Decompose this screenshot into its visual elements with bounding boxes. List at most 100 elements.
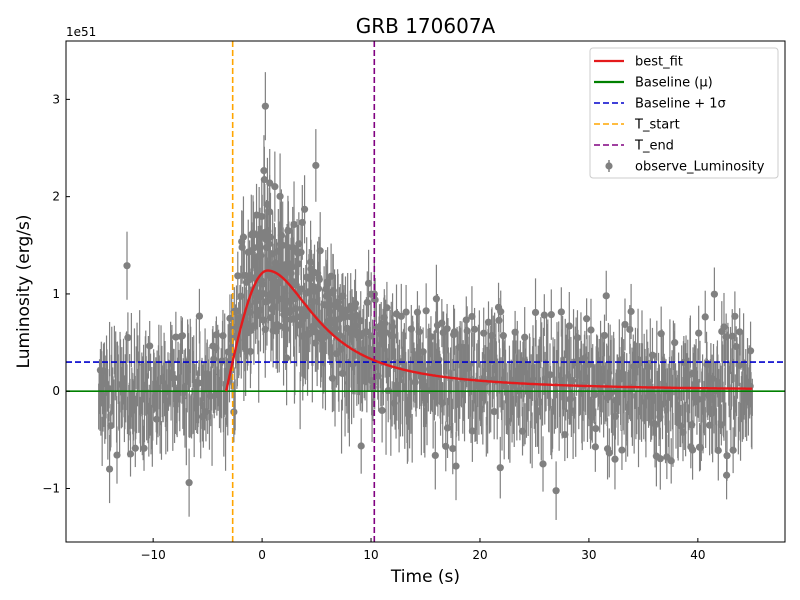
data-point [367,332,375,340]
data-point [552,487,560,495]
data-point [731,312,739,320]
data-point [274,247,282,255]
y-tick-label: −1 [42,481,60,495]
data-point [212,344,220,352]
data-point [389,332,397,340]
data-point [324,278,332,286]
data-point [602,292,610,300]
data-point [250,244,258,252]
x-tick-label: 0 [258,548,266,562]
data-point [322,292,330,300]
data-point [239,233,248,241]
data-point [432,295,440,303]
data-point [519,367,527,375]
data-point [470,325,479,333]
data-point [294,260,302,268]
data-point [246,347,255,356]
data-point [195,379,203,387]
data-point [561,431,569,439]
data-point [269,250,277,258]
data-point [279,241,287,249]
data-point [289,315,298,323]
data-point [260,176,268,184]
data-point [430,392,439,400]
data-point [277,231,285,239]
data-point [611,412,619,421]
data-point [378,406,386,415]
data-point [499,332,507,340]
data-point [107,422,115,430]
x-tick-label: 30 [581,548,596,562]
data-point [722,333,730,341]
data-point [371,296,379,304]
data-point [99,367,108,375]
data-point [480,329,488,337]
data-point [343,324,351,332]
data-point [218,357,226,365]
data-point [263,297,271,306]
data-point [600,331,609,340]
data-point [383,304,391,312]
data-point [656,455,664,463]
data-point [402,308,410,316]
data-point [413,308,422,316]
data-point [546,371,554,379]
data-point [694,395,702,403]
data-point [105,465,114,473]
data-point [266,208,274,216]
data-point [431,451,439,460]
data-point [201,370,210,378]
data-point [547,311,555,319]
data-point [300,205,309,213]
data-point [438,319,446,327]
data-point [232,307,241,315]
data-point [264,227,272,235]
data-point [250,322,258,330]
data-point [671,339,679,347]
data-point [261,325,269,334]
legend-item: observe_Luminosity [605,160,765,175]
legend: best_fit Baseline (μ) Baseline + 1σ T_start… [589,47,779,179]
data-point [565,322,573,330]
data-point [443,325,451,333]
data-point [256,243,264,251]
data-point [422,307,430,315]
data-point [650,419,658,428]
data-point [540,311,548,319]
data-point [246,308,254,317]
legend-label: observe_Luminosity [635,160,765,175]
data-point [238,243,246,251]
data-point [419,348,427,356]
data-point [302,312,310,320]
y-scale-label: 1e51 [66,25,96,39]
data-point [284,227,292,235]
data-point [210,355,218,363]
data-point [729,446,737,454]
legend-box [589,47,779,179]
data-point [455,343,463,351]
data-point [283,297,292,305]
data-point [722,471,731,479]
data-point [258,212,266,221]
data-point [332,324,340,332]
data-point [298,218,306,227]
data-point [240,271,248,280]
data-point [566,395,574,403]
y-tick-label: 2 [52,190,60,204]
data-point [229,323,237,331]
data-point [627,307,635,316]
data-point [626,325,634,334]
x-tick-label: 10 [363,548,378,562]
data-point [309,322,317,331]
data-point [390,399,398,407]
data-point [219,332,227,340]
y-axis-label: Luminosity (erg/s) [14,215,34,369]
data-point [357,442,365,450]
data-point [630,362,638,371]
data-point [140,444,148,452]
plot-frame [65,40,786,543]
data-point [746,347,755,355]
data-point [282,325,290,333]
data-point [717,421,725,429]
data-point [484,318,493,326]
